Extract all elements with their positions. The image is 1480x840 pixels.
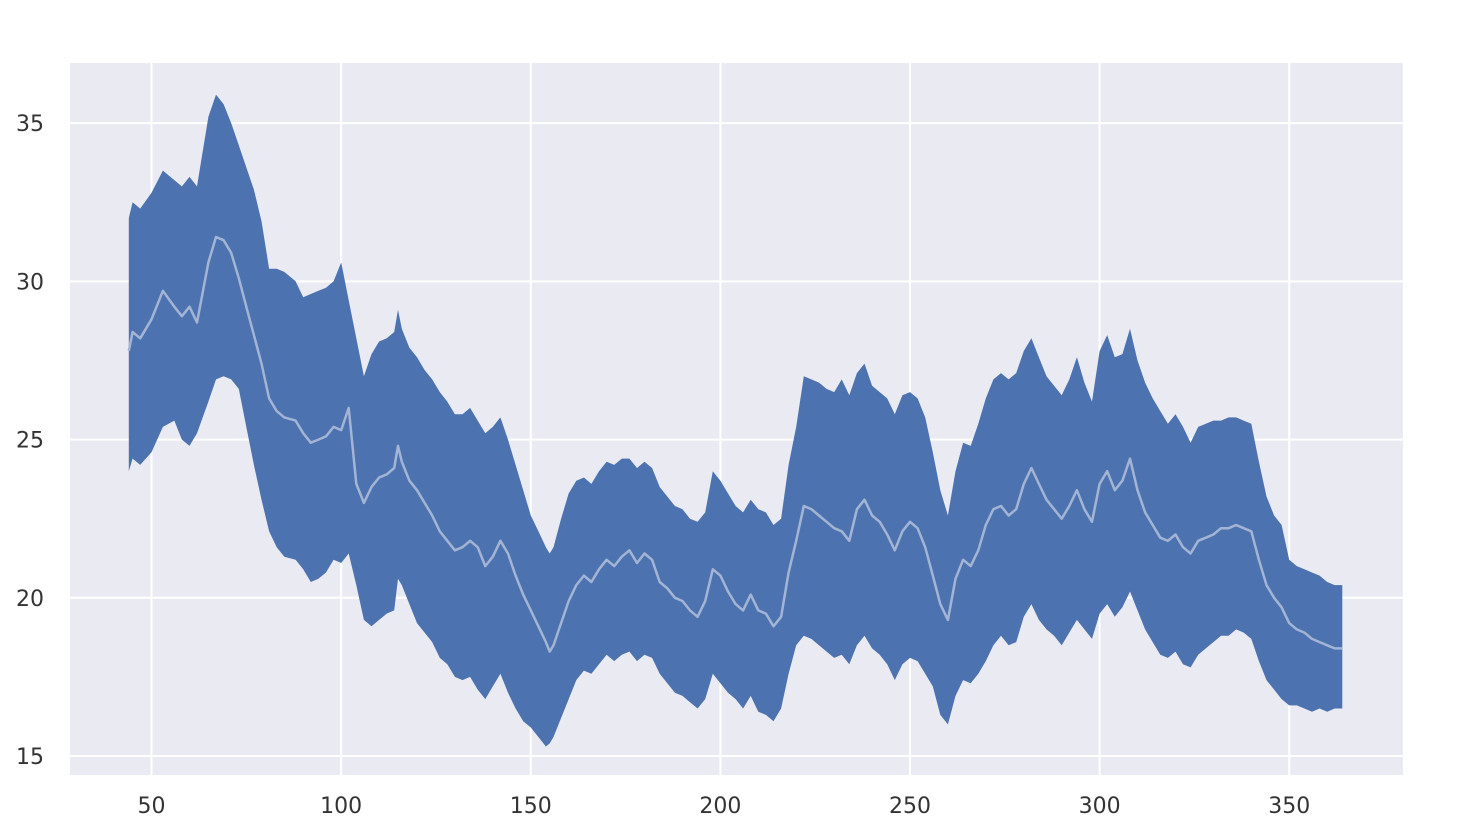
y-tick-label: 25: [16, 429, 44, 454]
x-tick-label: 150: [510, 794, 552, 819]
x-tick-label: 100: [320, 794, 362, 819]
y-axis: 15 20 25 30 35: [16, 112, 44, 770]
y-tick-label: 20: [16, 587, 44, 612]
mean-line: [127, 235, 1343, 653]
confidence-band: [128, 94, 1343, 747]
x-axis: 50 100 150 200 250 300 350: [138, 794, 1311, 819]
y-tick-label: 35: [16, 112, 44, 137]
x-tick-label: 50: [138, 794, 166, 819]
y-tick-label: 15: [16, 745, 44, 770]
x-tick-label: 300: [1079, 794, 1121, 819]
x-tick-label: 350: [1268, 794, 1310, 819]
y-tick-label: 30: [16, 270, 44, 295]
x-tick-label: 250: [889, 794, 931, 819]
x-tick-label: 200: [699, 794, 741, 819]
